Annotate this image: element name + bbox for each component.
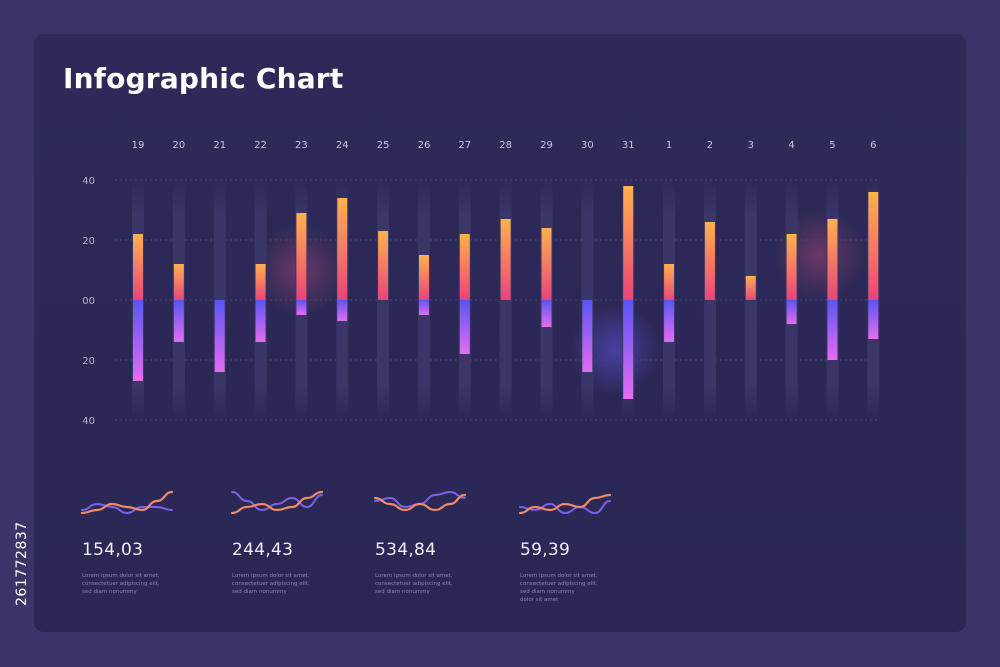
chart-title: Infographic Chart <box>63 62 344 95</box>
desc-line: sed diam nonummy <box>520 589 575 595</box>
sparkline-secondary <box>519 500 611 515</box>
desc-line: consectetuer adipiscing elit, <box>520 581 598 587</box>
mini-stat-description: Lorem ipsum dolor sit amet, consectetuer… <box>520 572 630 604</box>
bar-positive <box>541 228 552 300</box>
bar-positive <box>459 234 470 300</box>
mini-stat-description: Lorem ipsum dolor sit amet, consectetuer… <box>375 572 485 596</box>
bar-positive <box>500 219 511 300</box>
mini-sparklines <box>80 490 612 515</box>
bar-negative <box>418 300 429 315</box>
x-axis-tick-labels: 19 20 21 22 23 24 25 26 27 28 29 30 31 1 2 3 4 5 6 <box>132 140 877 151</box>
mini-stat-1: 154,03 Lorem ipsum dolor sit amet, conse… <box>82 536 202 596</box>
sparkline-secondary <box>231 491 323 512</box>
x-tick-label: 6 <box>870 140 876 151</box>
desc-line: consectetuer adipiscing elit, <box>232 581 310 587</box>
x-tick-label: 24 <box>336 140 349 151</box>
bar-negative <box>827 300 838 360</box>
x-tick-label: 22 <box>254 140 267 151</box>
desc-line: Lorem ipsum dolor sit amet, <box>520 573 598 579</box>
mini-stat-4: 59,39 Lorem ipsum dolor sit amet, consec… <box>520 536 640 604</box>
x-tick-label: 27 <box>458 140 471 151</box>
x-tick-label: 2 <box>707 140 713 151</box>
bar-positive <box>664 264 675 300</box>
y-tick-label: 20 <box>82 236 95 247</box>
bar-positive <box>133 234 143 300</box>
x-tick-label: 19 <box>132 140 145 151</box>
x-tick-label: 30 <box>581 140 594 151</box>
side-credit: 261772837 <box>14 436 32 616</box>
mini-stat-3: 534,84 Lorem ipsum dolor sit amet, conse… <box>375 536 495 596</box>
desc-line: consectetuer adipiscing elit, <box>82 581 160 587</box>
x-tick-label: 26 <box>418 140 431 151</box>
desc-line: Lorem ipsum dolor sit amet, <box>82 573 160 579</box>
bar-positive <box>378 231 389 300</box>
bar-positive <box>255 264 266 300</box>
sparkline-primary <box>518 493 612 515</box>
x-tick-label: 25 <box>377 140 390 151</box>
bar-negative <box>337 300 348 321</box>
bar-positive <box>868 192 879 300</box>
bar-negative <box>623 300 634 399</box>
bar-positive <box>786 234 797 300</box>
bar-positive <box>745 276 756 300</box>
mini-stat-description: Lorem ipsum dolor sit amet, consectetuer… <box>82 572 192 596</box>
bar-negative <box>541 300 552 327</box>
side-credit-text: 261772837 <box>14 521 30 606</box>
x-tick-label: 23 <box>295 140 308 151</box>
x-tick-label: 31 <box>622 140 635 151</box>
bar-positive <box>827 219 838 300</box>
y-tick-label: 40 <box>82 416 95 427</box>
bar-positive <box>418 255 429 300</box>
desc-line: Lorem ipsum dolor sit amet, <box>375 573 453 579</box>
sparkline-primary <box>230 490 324 515</box>
x-tick-label: 5 <box>829 140 835 151</box>
gridlines <box>115 179 880 421</box>
bar-negative <box>214 300 225 372</box>
sparkline-primary <box>80 490 174 515</box>
bar-negative <box>868 300 879 339</box>
y-tick-label: 00 <box>82 296 95 307</box>
desc-line: dolor sit amet <box>520 597 559 603</box>
bar-positive <box>704 222 715 300</box>
mini-stat-value: 534,84 <box>375 540 437 560</box>
desc-line: sed diam nonummy <box>375 589 430 595</box>
bar-negative <box>296 300 307 315</box>
desc-line: sed diam nonummy <box>82 589 137 595</box>
x-tick-label: 4 <box>788 140 794 151</box>
desc-line: consectetuer adipiscing elit, <box>375 581 453 587</box>
sparkline-secondary <box>81 502 173 515</box>
x-tick-label: 20 <box>172 140 185 151</box>
desc-line: sed diam nonummy <box>232 589 287 595</box>
bar-negative <box>173 300 184 342</box>
desc-line: Lorem ipsum dolor sit amet, <box>232 573 310 579</box>
bar-negative <box>786 300 797 324</box>
mini-stat-value: 244,43 <box>232 540 294 560</box>
x-tick-label: 29 <box>540 140 553 151</box>
bar-positive <box>337 198 348 300</box>
mini-stat-value: 59,39 <box>520 540 571 560</box>
y-tick-label: 20 <box>82 356 95 367</box>
bar-negative <box>582 300 593 372</box>
x-tick-label: 3 <box>748 140 754 151</box>
x-tick-label: 28 <box>499 140 512 151</box>
mini-stat-2: 244,43 Lorem ipsum dolor sit amet, conse… <box>232 536 352 596</box>
y-axis-tick-labels: 40 20 00 20 40 <box>82 176 95 427</box>
bar-positive <box>173 264 184 300</box>
bar-negative <box>255 300 266 342</box>
bar-negative <box>664 300 675 342</box>
mini-stat-value: 154,03 <box>82 540 144 560</box>
x-tick-label: 1 <box>666 140 672 151</box>
bar-negative <box>133 300 143 381</box>
bars <box>132 180 880 420</box>
bar-positive <box>623 186 634 300</box>
y-tick-label: 40 <box>82 176 95 187</box>
bar-positive <box>296 213 307 300</box>
mini-stat-description: Lorem ipsum dolor sit amet, consectetuer… <box>232 572 342 596</box>
sparkline-primary <box>373 493 467 512</box>
bar-negative <box>459 300 470 354</box>
x-tick-label: 21 <box>213 140 226 151</box>
